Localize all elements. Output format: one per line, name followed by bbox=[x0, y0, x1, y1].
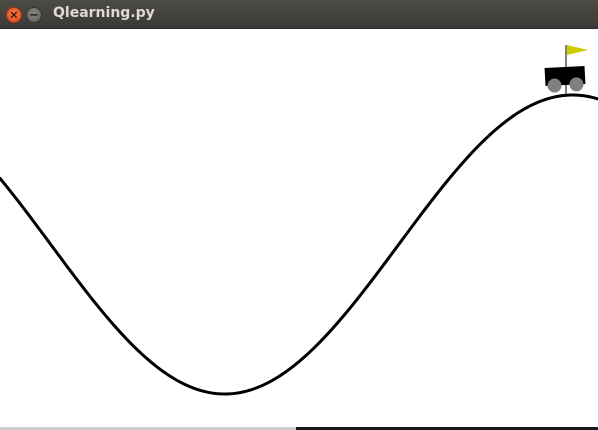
bottom-border-right bbox=[296, 427, 598, 430]
bottom-border-left bbox=[0, 427, 296, 430]
scene-svg bbox=[0, 45, 598, 396]
flag-banner bbox=[567, 45, 588, 55]
close-icon bbox=[10, 11, 17, 18]
game-canvas bbox=[0, 29, 598, 430]
minimize-icon bbox=[30, 14, 38, 16]
bottom-border bbox=[0, 427, 598, 430]
car bbox=[544, 65, 586, 93]
minimize-button[interactable] bbox=[26, 7, 42, 23]
window-title: Qlearning.py bbox=[53, 5, 155, 21]
close-button[interactable] bbox=[6, 7, 22, 23]
car-wheel-front bbox=[569, 77, 584, 92]
mountain-track bbox=[0, 93, 598, 396]
title-bar[interactable]: Qlearning.py bbox=[0, 0, 598, 29]
car-wheel-back bbox=[547, 78, 562, 93]
